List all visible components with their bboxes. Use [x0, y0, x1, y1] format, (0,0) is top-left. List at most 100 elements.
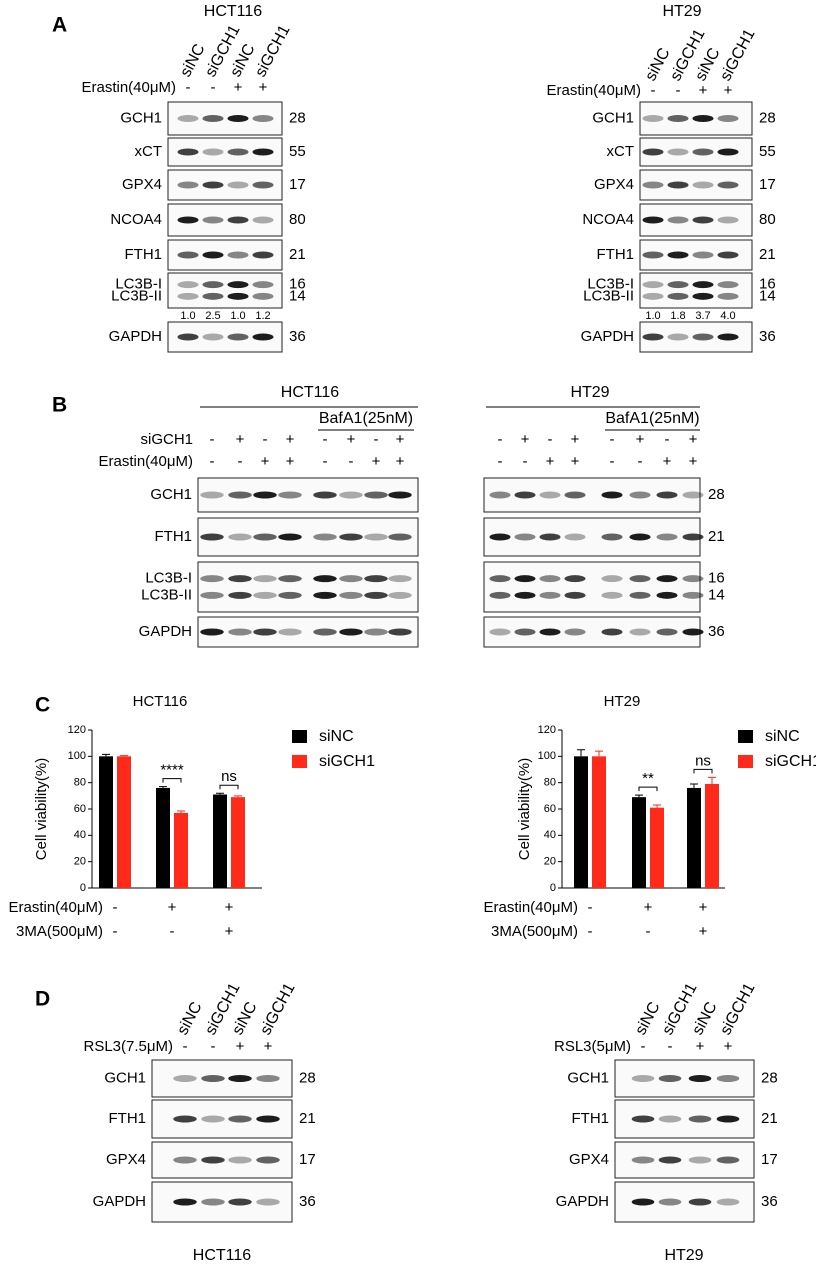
protein-label: GPX4	[106, 1151, 146, 1168]
kda-label: 16	[708, 570, 725, 587]
lane-label: siGCH1	[717, 980, 758, 1038]
bar	[213, 794, 227, 888]
significance-label: **	[642, 770, 654, 787]
band	[601, 491, 623, 499]
ratio-label: 1.0	[180, 310, 195, 322]
kda-label: 28	[761, 1069, 778, 1086]
band	[253, 575, 277, 583]
band	[177, 216, 199, 224]
band	[489, 575, 511, 583]
band	[717, 216, 739, 224]
band	[227, 216, 249, 224]
protein-label: FTH1	[155, 528, 193, 545]
protein-label: GCH1	[120, 109, 162, 126]
kda-label: 36	[759, 328, 776, 345]
band	[717, 181, 739, 189]
band	[564, 533, 586, 541]
band	[202, 148, 224, 156]
y-tick-label: 40	[74, 829, 86, 841]
protein-label: GAPDH	[581, 328, 634, 345]
band	[339, 533, 363, 541]
band	[656, 533, 678, 541]
treatment-mark: -	[610, 431, 615, 448]
error-bar	[595, 750, 603, 757]
band	[692, 292, 714, 300]
cell-line: HCT116	[204, 3, 262, 20]
band	[173, 1156, 197, 1164]
band	[688, 1115, 712, 1123]
band	[252, 148, 274, 156]
treatment-mark: -	[349, 453, 354, 470]
kda-label: 36	[289, 328, 306, 345]
band	[200, 591, 224, 599]
blot-frame	[639, 272, 753, 309]
band	[667, 333, 689, 341]
band	[489, 591, 511, 599]
band	[631, 1198, 655, 1206]
band	[658, 1198, 682, 1206]
band	[539, 628, 561, 636]
treatment-label: RSL3(5μM)	[554, 1038, 631, 1055]
band	[339, 575, 363, 583]
band	[364, 575, 388, 583]
protein-label: GAPDH	[93, 1193, 146, 1210]
band	[177, 333, 199, 341]
band	[489, 533, 511, 541]
bar	[174, 812, 188, 888]
protein-label: LC3B-I	[587, 276, 634, 293]
kda-label: 14	[289, 287, 306, 304]
treatment-label: RSL3(7.5μM)	[83, 1038, 173, 1055]
cell-line: HCT116	[193, 1247, 251, 1264]
band	[202, 251, 224, 259]
band	[228, 533, 252, 541]
band	[364, 491, 388, 499]
band	[227, 292, 249, 300]
band	[201, 1115, 225, 1123]
band	[339, 491, 363, 499]
bar	[632, 797, 646, 888]
error-bar	[120, 755, 128, 757]
band	[200, 575, 224, 583]
panel-label: A	[52, 14, 67, 37]
significance-bracket	[638, 786, 658, 792]
treatment-mark: +	[264, 1038, 273, 1055]
blot-frame	[483, 561, 701, 613]
band	[717, 281, 739, 289]
treatment-label: Erastin(40μM)	[547, 82, 642, 99]
band	[339, 628, 363, 636]
lane-label: siGCH1	[717, 26, 758, 84]
legend-label: siGCH1	[765, 753, 816, 770]
band	[252, 115, 274, 122]
treatment-mark: +	[689, 453, 698, 470]
band	[227, 251, 249, 259]
chart-title: HCT116	[133, 693, 188, 710]
treatment-mark: -	[548, 431, 553, 448]
y-tick-label: 80	[74, 777, 86, 789]
band	[717, 251, 739, 259]
band	[564, 628, 586, 636]
band	[688, 1075, 712, 1082]
treatment-mark: +	[724, 1038, 733, 1055]
band	[200, 628, 224, 636]
band	[201, 1198, 225, 1206]
treatment-mark: +	[521, 431, 530, 448]
kda-label: 36	[299, 1193, 316, 1210]
y-tick-label: 20	[544, 856, 556, 868]
band	[717, 333, 739, 341]
protein-label: GAPDH	[109, 328, 162, 345]
y-axis-label: Cell viability(%)	[516, 758, 533, 861]
error-bar	[708, 776, 716, 784]
protein-label: LC3B-II	[111, 287, 162, 304]
lane-label: siGCH1	[257, 980, 298, 1038]
band	[173, 1115, 197, 1123]
band	[228, 1075, 252, 1082]
band	[388, 591, 412, 599]
band	[252, 281, 274, 289]
band	[228, 1156, 252, 1164]
legend-swatch	[738, 730, 753, 743]
band	[388, 533, 412, 541]
ratio-label: 4.0	[720, 310, 735, 322]
band	[278, 628, 302, 636]
treatment-mark: +	[663, 453, 672, 470]
treatment-mark: +	[571, 431, 580, 448]
